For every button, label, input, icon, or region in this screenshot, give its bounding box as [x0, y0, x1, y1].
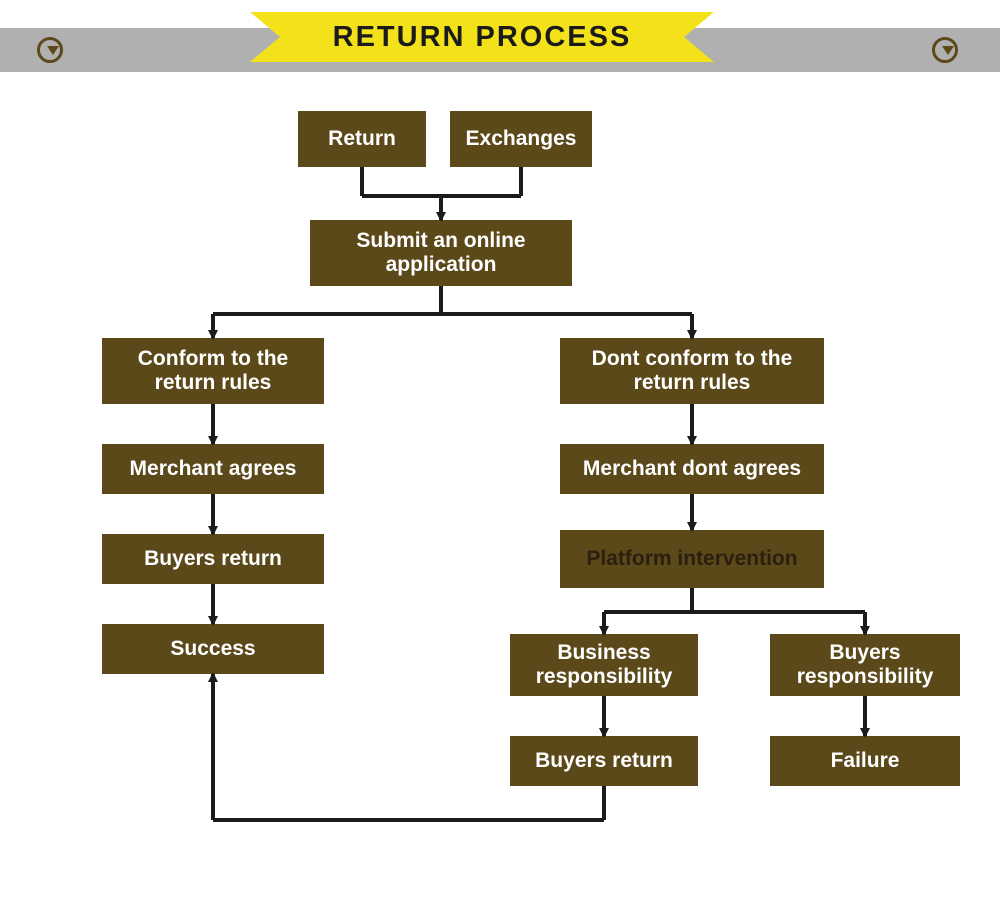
node-failure: Failure: [770, 736, 960, 786]
flowchart-canvas: RETURN PROCESS Return Exchanges Submit an o…: [0, 0, 1000, 898]
node-notconform: Dont conform to the return rules: [560, 338, 824, 404]
node-return: Return: [298, 111, 426, 167]
node-submit: Submit an online application: [310, 220, 572, 286]
node-conform: Conform to the return rules: [102, 338, 324, 404]
chevron-down-icon: [932, 37, 958, 63]
node-buyresp: Buyers responsibility: [770, 634, 960, 696]
title-text: RETURN PROCESS: [250, 12, 714, 62]
node-buyret1: Buyers return: [102, 534, 324, 584]
chevron-down-icon: [37, 37, 63, 63]
node-exchanges: Exchanges: [450, 111, 592, 167]
node-mdisagree: Merchant dont agrees: [560, 444, 824, 494]
node-magree: Merchant agrees: [102, 444, 324, 494]
node-bizresp: Business responsibility: [510, 634, 698, 696]
node-buyret2: Buyers return: [510, 736, 698, 786]
node-success: Success: [102, 624, 324, 674]
node-platform: Platform intervention: [560, 530, 824, 588]
